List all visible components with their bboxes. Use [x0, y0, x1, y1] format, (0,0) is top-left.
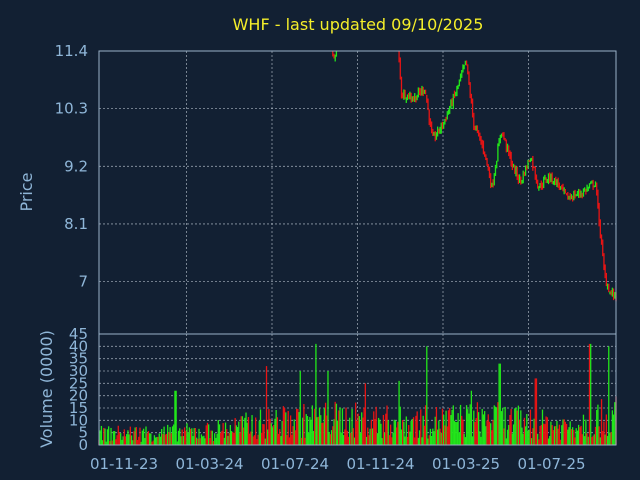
volume-tick-label: 45 — [69, 325, 88, 343]
price-axis-ticks: 7 8.1 9.2 10.3 11.4 — [55, 42, 88, 291]
price-axis-label: Price — [17, 172, 36, 211]
volume-axis-label: Volume (0000) — [37, 330, 56, 448]
date-tick-label: 01-03-24 — [175, 455, 243, 473]
price-candles — [332, 51, 617, 302]
price-grid — [99, 51, 616, 334]
chart-title: WHF - last updated 09/10/2025 — [233, 15, 484, 34]
volume-tick-label: 5 — [78, 424, 88, 442]
volume-tick-label: 15 — [69, 399, 88, 417]
price-tick-label: 9.2 — [64, 157, 88, 175]
volume-tick-label: 25 — [69, 374, 88, 392]
volume-tick-label: 20 — [69, 387, 88, 405]
volume-tick-label: 30 — [69, 362, 88, 380]
volume-panel-frame — [98, 333, 617, 446]
volume-tick-label: 10 — [69, 411, 88, 429]
date-tick-label: 01-07-24 — [261, 455, 329, 473]
date-tick-label: 01-11-23 — [90, 455, 158, 473]
date-tick-label: 01-07-25 — [517, 455, 585, 473]
price-tick-label: 10.3 — [55, 100, 88, 118]
price-tick-label: 7 — [78, 273, 88, 291]
volume-bars — [98, 343, 617, 445]
volume-tick-label: 40 — [69, 337, 88, 355]
price-tick-label: 11.4 — [55, 42, 88, 60]
date-tick-label: 01-03-25 — [432, 455, 500, 473]
date-axis-ticks: 01-11-23 01-03-24 01-07-24 01-11-24 01-03-25… — [90, 455, 586, 473]
volume-tick-label: 35 — [69, 350, 88, 368]
price-tick-label: 8.1 — [64, 215, 88, 233]
volume-tick-label: 0 — [78, 436, 88, 454]
date-tick-label: 01-11-24 — [346, 455, 414, 473]
